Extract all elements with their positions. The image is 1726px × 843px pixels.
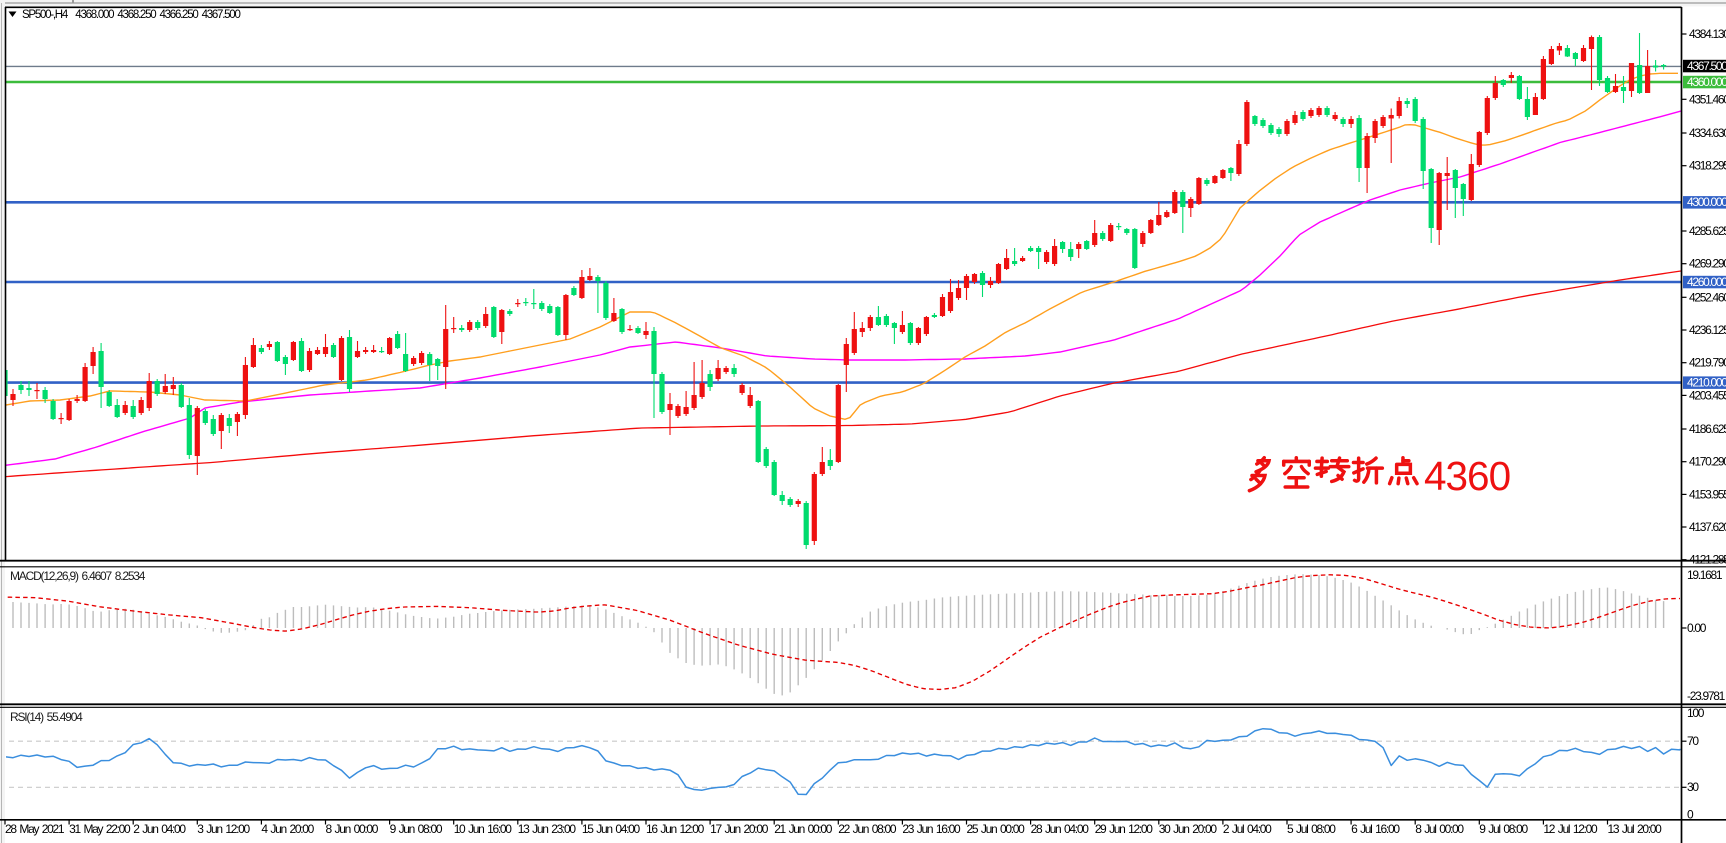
svg-text:4137.620: 4137.620 [1689,520,1726,534]
svg-text:MACD(12,26,9) 6.4607 8.2534: MACD(12,26,9) 6.4607 8.2534 [10,569,146,583]
svg-text:31 May 22:00: 31 May 22:00 [69,822,131,836]
svg-text:4219.790: 4219.790 [1689,356,1726,370]
svg-text:0: 0 [1687,808,1694,822]
svg-text:4384.130: 4384.130 [1689,27,1726,41]
svg-text:15 Jun 04:00: 15 Jun 04:00 [582,822,641,836]
svg-text:3 Jun 12:00: 3 Jun 12:00 [197,822,250,836]
svg-text:5 Jul 08:00: 5 Jul 08:00 [1287,822,1336,836]
svg-text:13 Jun 23:00: 13 Jun 23:00 [518,822,577,836]
svg-text:4203.455: 4203.455 [1689,388,1726,402]
svg-text:29 Jun 12:00: 29 Jun 12:00 [1095,822,1154,836]
svg-text:4269.290: 4269.290 [1689,257,1726,271]
svg-text:10 Jun 16:00: 10 Jun 16:00 [454,822,513,836]
svg-text:4285.625: 4285.625 [1689,224,1726,238]
svg-text:4170.290: 4170.290 [1689,455,1726,469]
svg-text:28 May 2021: 28 May 2021 [5,822,65,836]
svg-text:4236.125: 4236.125 [1689,323,1726,337]
svg-text:4318.295: 4318.295 [1689,159,1726,173]
svg-text:70: 70 [1687,734,1699,748]
svg-text:4153.955: 4153.955 [1689,487,1726,501]
svg-text:30: 30 [1687,780,1699,794]
svg-text:2 Jul 04:00: 2 Jul 04:00 [1223,822,1272,836]
svg-text:2 Jun 04:00: 2 Jun 04:00 [133,822,186,836]
svg-text:100: 100 [1687,706,1705,720]
svg-text:13 Jul 20:00: 13 Jul 20:00 [1608,822,1663,836]
svg-text:8 Jul 00:00: 8 Jul 00:00 [1415,822,1464,836]
svg-text:25 Jun 00:00: 25 Jun 00:00 [967,822,1026,836]
svg-text:12 Jul 12:00: 12 Jul 12:00 [1543,822,1598,836]
svg-text:22 Jun 08:00: 22 Jun 08:00 [838,822,897,836]
svg-text:23 Jun 16:00: 23 Jun 16:00 [902,822,961,836]
svg-text:4252.460: 4252.460 [1689,290,1726,304]
svg-text:6 Jul 16:00: 6 Jul 16:00 [1351,822,1400,836]
svg-text:4186.625: 4186.625 [1689,422,1726,436]
svg-text:SP500-,H4 4368.000 4368.250 4: SP500-,H4 4368.000 4368.250 4366.250 436… [22,9,240,21]
svg-text:4210.000: 4210.000 [1687,375,1726,389]
svg-text:-23.9781: -23.9781 [1687,689,1726,703]
svg-text:4300.000: 4300.000 [1687,195,1726,209]
svg-text:9 Jun 08:00: 9 Jun 08:00 [390,822,443,836]
svg-text:0.00: 0.00 [1687,621,1707,635]
svg-text:9 Jul 08:00: 9 Jul 08:00 [1479,822,1528,836]
svg-text:4360.000: 4360.000 [1687,75,1726,89]
svg-text:4334.630: 4334.630 [1689,126,1726,140]
svg-text:19.1681: 19.1681 [1687,568,1723,582]
svg-text:4260.000: 4260.000 [1687,275,1726,289]
svg-text:28 Jun 04:00: 28 Jun 04:00 [1031,822,1090,836]
svg-text:8 Jun 00:00: 8 Jun 00:00 [326,822,379,836]
svg-text:21 Jun 00:00: 21 Jun 00:00 [774,822,833,836]
svg-text:4360: 4360 [1424,453,1510,499]
svg-text:4121.285: 4121.285 [1689,553,1726,567]
svg-text:RSI(14) 55.4904: RSI(14) 55.4904 [10,710,83,724]
svg-text:16 Jun 12:00: 16 Jun 12:00 [646,822,705,836]
svg-text:4 Jun 20:00: 4 Jun 20:00 [261,822,314,836]
svg-text:4351.460: 4351.460 [1689,92,1726,106]
svg-text:17 Jun 20:00: 17 Jun 20:00 [710,822,769,836]
svg-text:4367.500: 4367.500 [1687,59,1726,73]
svg-text:30 Jun 20:00: 30 Jun 20:00 [1159,822,1218,836]
